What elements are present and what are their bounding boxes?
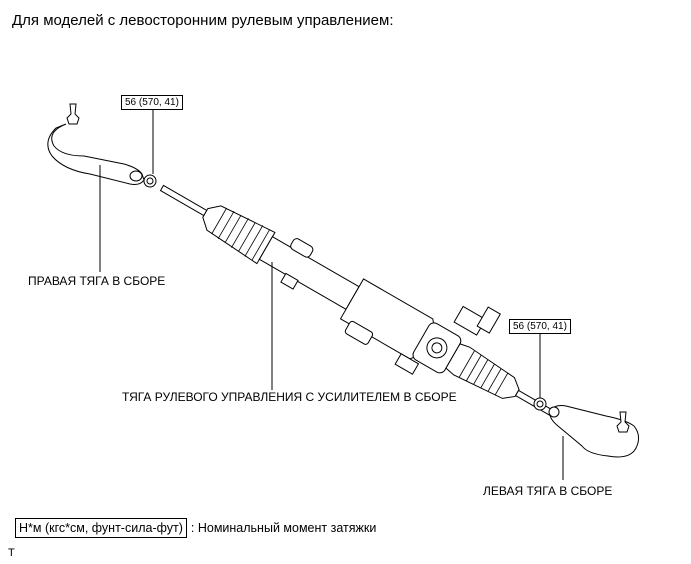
left-nut-torque-label: 56 (570, 41) bbox=[509, 319, 571, 334]
right-nut-torque-label: 56 (570, 41) bbox=[121, 95, 183, 110]
right-nut bbox=[143, 174, 157, 188]
steering-rack-label: ТЯГА РУЛЕВОГО УПРАВЛЕНИЯ С УСИЛИТЕЛЕМ В … bbox=[122, 390, 457, 404]
right-tie-rod-end bbox=[47, 103, 145, 185]
rack-assembly bbox=[159, 184, 563, 422]
torque-unit-key: Н*м (кгс*см, фунт-сила-фут) bbox=[15, 518, 187, 538]
left-nut bbox=[533, 397, 547, 411]
torque-legend-description: : Номинальный момент затяжки bbox=[190, 521, 377, 535]
footer-mark: T bbox=[8, 547, 15, 559]
torque-legend: Н*м (кгс*см, фунт-сила-фут) : Номинальны… bbox=[15, 518, 376, 538]
left-tie-rod-label: ЛЕВАЯ ТЯГА В СБОРЕ bbox=[483, 484, 613, 498]
page-title: Для моделей с левосторонним рулевым упра… bbox=[12, 12, 394, 29]
right-tie-rod-label: ПРАВАЯ ТЯГА В СБОРЕ bbox=[28, 274, 166, 288]
left-tie-rod-end bbox=[548, 405, 640, 458]
